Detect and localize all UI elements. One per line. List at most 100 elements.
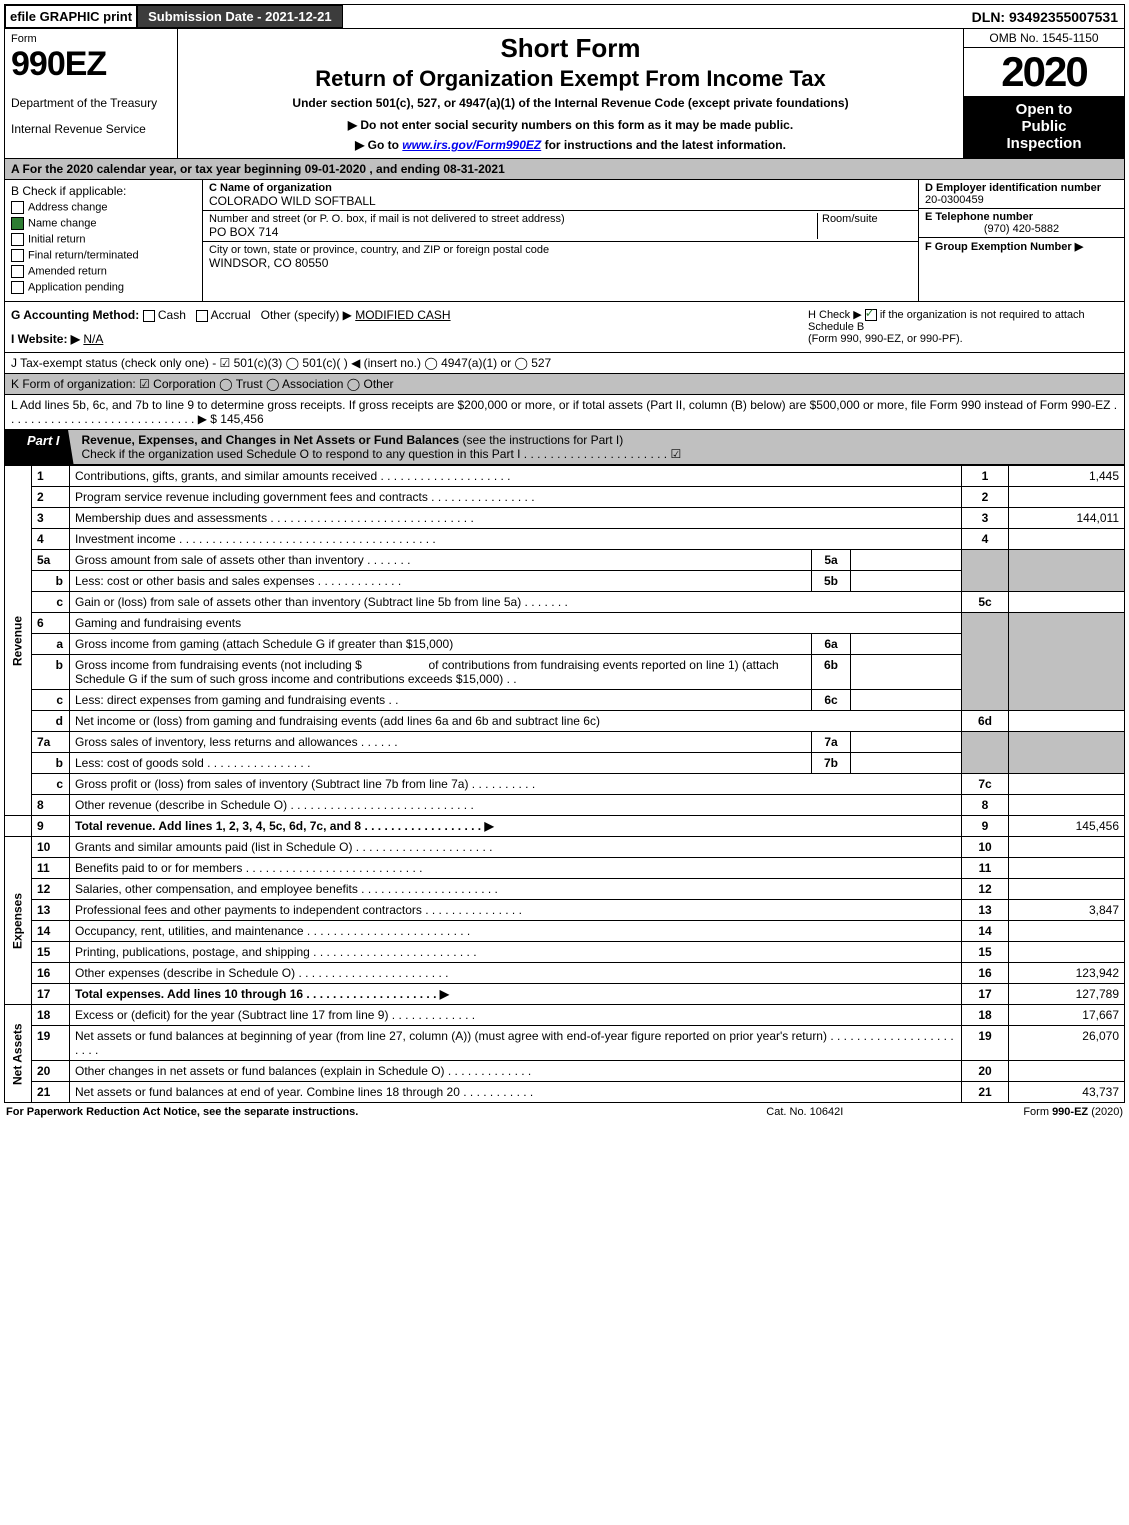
tel-label: E Telephone number bbox=[925, 211, 1118, 223]
line-6d-value bbox=[1009, 711, 1125, 732]
group-exempt-sect: F Group Exemption Number ▶ bbox=[919, 238, 1124, 255]
line-11-value bbox=[1009, 858, 1125, 879]
line-15: 15Printing, publications, postage, and s… bbox=[5, 942, 1125, 963]
dept-irs: Internal Revenue Service bbox=[11, 122, 171, 136]
org-name-label: C Name of organization bbox=[209, 182, 912, 194]
line-2: 2 Program service revenue including gove… bbox=[5, 487, 1125, 508]
col-d-ein: D Employer identification number 20-0300… bbox=[919, 180, 1124, 301]
dept-treasury: Department of the Treasury bbox=[11, 96, 171, 110]
form-number: 990EZ bbox=[11, 45, 171, 84]
line-7c: c Gross profit or (loss) from sales of i… bbox=[5, 774, 1125, 795]
line-19: 19Net assets or fund balances at beginni… bbox=[5, 1026, 1125, 1061]
line-21: 21Net assets or fund balances at end of … bbox=[5, 1082, 1125, 1103]
org-addr-label: Number and street (or P. O. box, if mail… bbox=[209, 213, 817, 225]
open-line-3: Inspection bbox=[966, 135, 1122, 152]
footer-left: For Paperwork Reduction Act Notice, see … bbox=[6, 1106, 358, 1118]
header-center: Short Form Return of Organization Exempt… bbox=[178, 29, 963, 158]
org-city-value: WINDSOR, CO 80550 bbox=[209, 256, 912, 270]
row-i-label: I Website: ▶ bbox=[11, 332, 80, 346]
line-3: 3 Membership dues and assessments . . . … bbox=[5, 508, 1125, 529]
line-8: 8 Other revenue (describe in Schedule O)… bbox=[5, 795, 1125, 816]
col-b-checkboxes: B Check if applicable: Address change Na… bbox=[5, 180, 203, 301]
row-l: L Add lines 5b, 6c, and 7b to line 9 to … bbox=[4, 395, 1125, 430]
line-7c-value bbox=[1009, 774, 1125, 795]
line-9: 9 Total revenue. Add lines 1, 2, 3, 4, 5… bbox=[5, 816, 1125, 837]
line-4: 4 Investment income . . . . . . . . . . … bbox=[5, 529, 1125, 550]
row-g-label: G Accounting Method: bbox=[11, 308, 143, 322]
line-20: 20Other changes in net assets or fund ba… bbox=[5, 1061, 1125, 1082]
row-h: H Check ▶ if the organization is not req… bbox=[808, 308, 1118, 346]
goto-pre: ▶ Go to bbox=[355, 138, 402, 152]
chk-address-change[interactable]: Address change bbox=[11, 201, 196, 214]
short-form-title: Short Form bbox=[184, 33, 957, 64]
line-2-value bbox=[1009, 487, 1125, 508]
open-to-public: Open to Public Inspection bbox=[964, 97, 1124, 158]
line-10-value bbox=[1009, 837, 1125, 858]
submission-date: Submission Date - 2021-12-21 bbox=[137, 5, 343, 28]
line-17-value: 127,789 bbox=[1009, 984, 1125, 1005]
line-5b: b Less: cost or other basis and sales ex… bbox=[5, 571, 1125, 592]
line-12: 12Salaries, other compensation, and empl… bbox=[5, 879, 1125, 900]
line-18-value: 17,667 bbox=[1009, 1005, 1125, 1026]
line-6: 6 Gaming and fundraising events bbox=[5, 613, 1125, 634]
line-8-value bbox=[1009, 795, 1125, 816]
line-6b: b Gross income from fundraising events (… bbox=[5, 655, 1125, 690]
header-right: OMB No. 1545-1150 2020 Open to Public In… bbox=[963, 29, 1124, 158]
org-name-sect: C Name of organization COLORADO WILD SOF… bbox=[203, 180, 918, 211]
line-16: 16Other expenses (describe in Schedule O… bbox=[5, 963, 1125, 984]
ein-value: 20-0300459 bbox=[925, 194, 1118, 206]
omb-number: OMB No. 1545-1150 bbox=[964, 29, 1124, 48]
group-exempt-label: F Group Exemption Number ▶ bbox=[925, 240, 1118, 253]
part-1-title: Revenue, Expenses, and Changes in Net As… bbox=[74, 430, 690, 464]
line-7a: 7a Gross sales of inventory, less return… bbox=[5, 732, 1125, 753]
org-addr-value: PO BOX 714 bbox=[209, 225, 817, 239]
form-label: Form bbox=[11, 33, 171, 45]
line-7b: b Less: cost of goods sold . . . . . . .… bbox=[5, 753, 1125, 774]
side-net-assets: Net Assets bbox=[5, 1005, 32, 1103]
ssn-notice: ▶ Do not enter social security numbers o… bbox=[184, 118, 957, 132]
col-b-header: B Check if applicable: bbox=[11, 184, 196, 198]
header-left: Form 990EZ Department of the Treasury In… bbox=[5, 29, 178, 158]
row-gh: G Accounting Method: Cash Accrual Other … bbox=[4, 302, 1125, 353]
footer-form-ref: Form 990-EZ (2020) bbox=[1023, 1106, 1123, 1118]
chk-cash[interactable] bbox=[143, 310, 155, 322]
line-21-value: 43,737 bbox=[1009, 1082, 1125, 1103]
open-line-1: Open to bbox=[966, 101, 1122, 118]
ein-label: D Employer identification number bbox=[925, 182, 1118, 194]
line-14: 14Occupancy, rent, utilities, and mainte… bbox=[5, 921, 1125, 942]
part-1-label: Part I bbox=[5, 430, 74, 464]
room-suite-label: Room/suite bbox=[817, 213, 912, 239]
chk-initial-return[interactable]: Initial return bbox=[11, 233, 196, 246]
chk-name-change[interactable]: Name change bbox=[11, 217, 196, 230]
row-j: J Tax-exempt status (check only one) - ☑… bbox=[4, 353, 1125, 374]
form-header: Form 990EZ Department of the Treasury In… bbox=[4, 29, 1125, 159]
col-c-org-info: C Name of organization COLORADO WILD SOF… bbox=[203, 180, 919, 301]
lines-table: Revenue 1 Contributions, gifts, grants, … bbox=[4, 465, 1125, 1103]
goto-link[interactable]: www.irs.gov/Form990EZ bbox=[402, 138, 541, 152]
goto-post: for instructions and the latest informat… bbox=[541, 138, 786, 152]
line-6c: c Less: direct expenses from gaming and … bbox=[5, 690, 1125, 711]
row-l-value: 145,456 bbox=[220, 412, 263, 426]
org-name-value: COLORADO WILD SOFTBALL bbox=[209, 194, 912, 208]
line-15-value bbox=[1009, 942, 1125, 963]
line-18: Net Assets 18Excess or (deficit) for the… bbox=[5, 1005, 1125, 1026]
goto-line: ▶ Go to www.irs.gov/Form990EZ for instru… bbox=[184, 138, 957, 152]
dln: DLN: 93492355007531 bbox=[972, 9, 1124, 25]
org-city-sect: City or town, state or province, country… bbox=[203, 242, 918, 272]
chk-amended-return[interactable]: Amended return bbox=[11, 265, 196, 278]
org-addr-sect: Number and street (or P. O. box, if mail… bbox=[203, 211, 918, 242]
accounting-method-value: MODIFIED CASH bbox=[355, 308, 450, 322]
chk-schedule-b[interactable] bbox=[865, 309, 877, 321]
chk-accrual[interactable] bbox=[196, 310, 208, 322]
ein-sect: D Employer identification number 20-0300… bbox=[919, 180, 1124, 209]
chk-final-return[interactable]: Final return/terminated bbox=[11, 249, 196, 262]
row-g: G Accounting Method: Cash Accrual Other … bbox=[11, 308, 808, 346]
line-13-value: 3,847 bbox=[1009, 900, 1125, 921]
form-subtitle: Under section 501(c), 527, or 4947(a)(1)… bbox=[184, 96, 957, 110]
line-6a: a Gross income from gaming (attach Sched… bbox=[5, 634, 1125, 655]
row-k: K Form of organization: ☑ Corporation ◯ … bbox=[4, 374, 1125, 395]
line-5c-value bbox=[1009, 592, 1125, 613]
line-6d: d Net income or (loss) from gaming and f… bbox=[5, 711, 1125, 732]
chk-application-pending[interactable]: Application pending bbox=[11, 281, 196, 294]
part-1-checkline: Check if the organization used Schedule … bbox=[82, 447, 682, 461]
